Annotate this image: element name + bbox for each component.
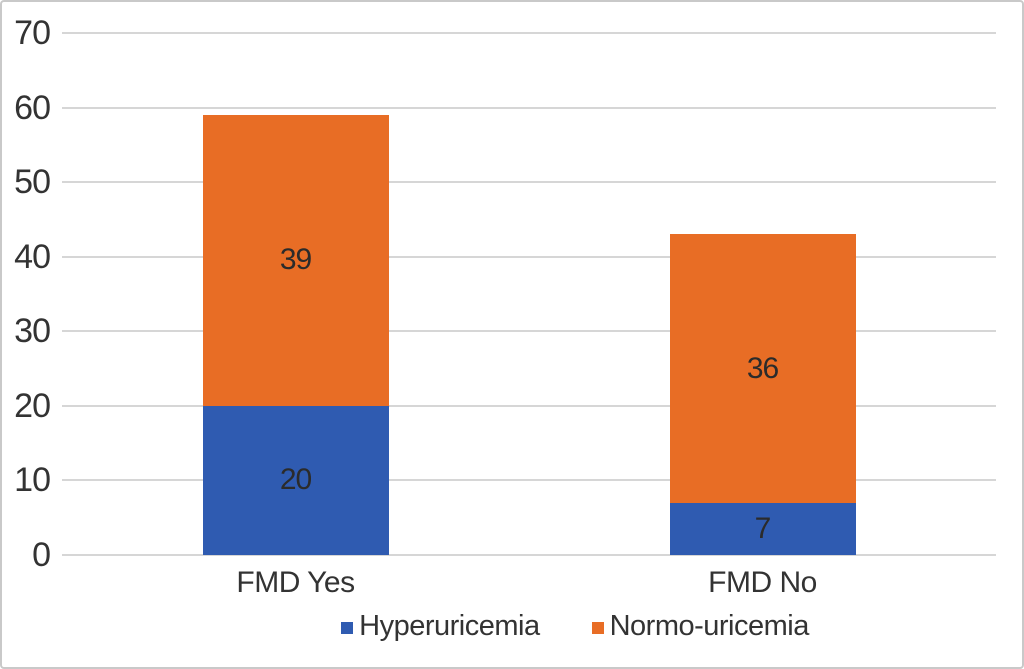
bar-segment-normo-uricemia: 39 bbox=[202, 115, 389, 406]
bar-segment-hyperuricemia: 20 bbox=[202, 405, 389, 555]
y-tick-label: 0 bbox=[32, 536, 51, 574]
x-category-label: FMD No bbox=[708, 566, 817, 599]
y-tick-label: 10 bbox=[14, 461, 51, 500]
y-tick-label: 50 bbox=[14, 163, 51, 202]
chart-legend: Hyperuricemia Normo-uricemia bbox=[65, 610, 1022, 642]
gridline bbox=[62, 32, 996, 34]
x-category-label: FMD Yes bbox=[236, 566, 355, 599]
data-label: 7 bbox=[754, 511, 772, 545]
gridline bbox=[62, 554, 996, 556]
gridline bbox=[62, 330, 996, 333]
legend-swatch-icon bbox=[591, 621, 604, 634]
legend-item-normo-uricemia: Normo-uricemia bbox=[591, 610, 810, 642]
bar-fmd-yes: 20 39 bbox=[202, 33, 389, 555]
bar-fmd-no: 7 36 bbox=[669, 33, 856, 555]
y-tick-label: 20 bbox=[14, 386, 51, 425]
data-label: 39 bbox=[279, 243, 312, 277]
gridline bbox=[62, 181, 996, 184]
legend-label: Normo-uricemia bbox=[609, 610, 810, 642]
y-tick-label: 60 bbox=[14, 88, 51, 127]
bar-segment-normo-uricemia: 36 bbox=[669, 234, 856, 503]
gridline bbox=[62, 255, 996, 258]
bar-segment-hyperuricemia: 7 bbox=[669, 502, 856, 555]
data-label: 20 bbox=[279, 463, 312, 497]
legend-item-hyperuricemia: Hyperuricemia bbox=[341, 610, 540, 642]
data-label: 36 bbox=[746, 351, 779, 385]
gridline bbox=[62, 479, 996, 482]
legend-swatch-icon bbox=[341, 621, 354, 634]
gridline bbox=[62, 404, 996, 407]
y-tick-label: 40 bbox=[14, 237, 51, 276]
gridline bbox=[62, 106, 996, 109]
y-tick-label: 30 bbox=[14, 312, 51, 351]
y-tick-label: 70 bbox=[14, 14, 51, 52]
legend-label: Hyperuricemia bbox=[359, 610, 540, 642]
